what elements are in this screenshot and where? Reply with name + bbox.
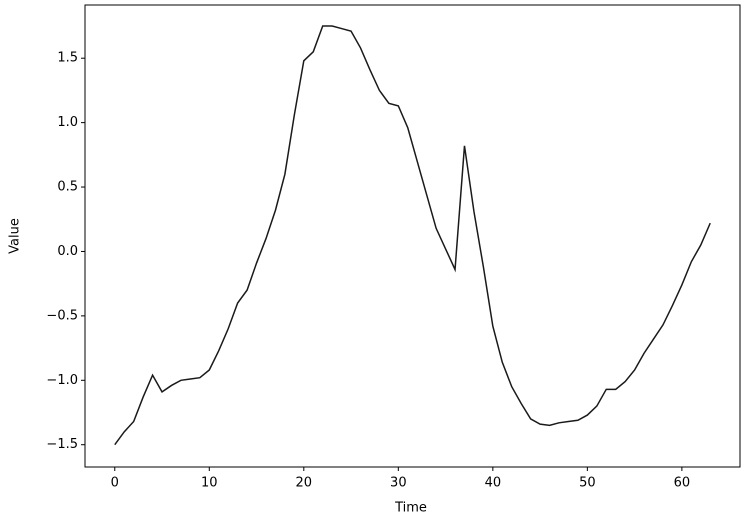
y-tick-label: 1.5 — [57, 51, 78, 66]
x-axis-label: Time — [394, 501, 427, 516]
x-tick-label: 60 — [674, 476, 691, 491]
y-tick-label: −1.5 — [46, 437, 78, 452]
data-line — [114, 25, 711, 446]
x-tick-label: 30 — [390, 476, 407, 491]
x-tick-label: 50 — [579, 476, 596, 491]
y-tick-label: 0.0 — [57, 244, 78, 259]
x-tick-label: 0 — [111, 476, 119, 491]
x-tick-label: 20 — [296, 476, 313, 491]
y-axis-label: Value — [8, 218, 23, 254]
x-tick-label: 10 — [201, 476, 218, 491]
x-tick-label: 40 — [485, 476, 502, 491]
plot-frame — [84, 4, 741, 468]
y-tick-label: −1.0 — [46, 373, 78, 388]
y-tick-label: 1.0 — [57, 115, 78, 130]
y-tick-label: 0.5 — [57, 180, 78, 195]
y-tick-label: −0.5 — [46, 308, 78, 323]
